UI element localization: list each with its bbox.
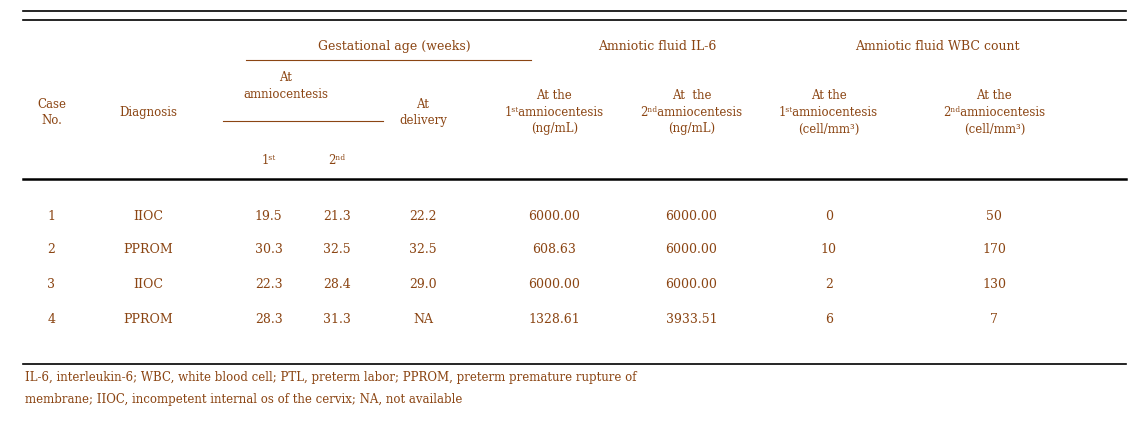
Text: 6000.00: 6000.00 (665, 209, 718, 223)
Text: Diagnosis: Diagnosis (120, 106, 177, 119)
Text: 1: 1 (48, 209, 55, 223)
Text: 1ˢᵗ: 1ˢᵗ (262, 154, 275, 168)
Text: 130: 130 (983, 278, 1006, 291)
Text: 28.3: 28.3 (255, 313, 282, 326)
Text: 10: 10 (821, 243, 837, 256)
Text: At the
1ˢᵗamniocentesis
(cell/mm³): At the 1ˢᵗamniocentesis (cell/mm³) (780, 90, 878, 135)
Text: 21.3: 21.3 (323, 209, 351, 223)
Text: 19.5: 19.5 (255, 209, 282, 223)
Text: 3: 3 (48, 278, 55, 291)
Text: PPROM: PPROM (123, 313, 174, 326)
Text: At
delivery: At delivery (399, 98, 447, 127)
Text: 6000.00: 6000.00 (665, 243, 718, 256)
Text: At the
1ˢᵗamniocentesis
(ng/mL): At the 1ˢᵗamniocentesis (ng/mL) (505, 90, 604, 135)
Text: 32.5: 32.5 (323, 243, 351, 256)
Text: 2: 2 (48, 243, 55, 256)
Text: IIOC: IIOC (134, 209, 163, 223)
Text: 22.2: 22.2 (409, 209, 437, 223)
Text: IL-6, interleukin-6; WBC, white blood cell; PTL, preterm labor; PPROM, preterm p: IL-6, interleukin-6; WBC, white blood ce… (25, 370, 637, 384)
Text: membrane; IIOC, incompetent internal os of the cervix; NA, not available: membrane; IIOC, incompetent internal os … (25, 392, 463, 406)
Text: 50: 50 (986, 209, 1002, 223)
Text: 0: 0 (825, 209, 832, 223)
Text: 22.3: 22.3 (255, 278, 282, 291)
Text: 6000.00: 6000.00 (665, 278, 718, 291)
Text: Amniotic fluid WBC count: Amniotic fluid WBC count (855, 40, 1020, 53)
Text: At  the
2ⁿᵈamniocentesis
(ng/mL): At the 2ⁿᵈamniocentesis (ng/mL) (640, 90, 743, 135)
Text: 4: 4 (48, 313, 55, 326)
Text: At the
2ⁿᵈamniocentesis
(cell/mm³): At the 2ⁿᵈamniocentesis (cell/mm³) (943, 90, 1046, 135)
Text: 2: 2 (825, 278, 832, 291)
Text: 3933.51: 3933.51 (665, 313, 718, 326)
Text: Amniotic fluid IL-6: Amniotic fluid IL-6 (598, 40, 717, 53)
Text: 6000.00: 6000.00 (528, 209, 581, 223)
Text: 29.0: 29.0 (409, 278, 437, 291)
Text: 6000.00: 6000.00 (528, 278, 581, 291)
Text: Gestational age (weeks): Gestational age (weeks) (318, 40, 471, 53)
Text: 6: 6 (825, 313, 832, 326)
Text: NA: NA (413, 313, 433, 326)
Text: 7: 7 (991, 313, 998, 326)
Text: Case
No.: Case No. (37, 98, 66, 127)
Text: 28.4: 28.4 (323, 278, 351, 291)
Text: 32.5: 32.5 (409, 243, 437, 256)
Text: 2ⁿᵈ: 2ⁿᵈ (329, 154, 345, 168)
Text: 608.63: 608.63 (533, 243, 576, 256)
Text: 1328.61: 1328.61 (528, 313, 581, 326)
Text: PPROM: PPROM (123, 243, 174, 256)
Text: 31.3: 31.3 (323, 313, 351, 326)
Text: At
amniocentesis: At amniocentesis (243, 71, 328, 101)
Text: 30.3: 30.3 (255, 243, 282, 256)
Text: 170: 170 (983, 243, 1006, 256)
Text: IIOC: IIOC (134, 278, 163, 291)
